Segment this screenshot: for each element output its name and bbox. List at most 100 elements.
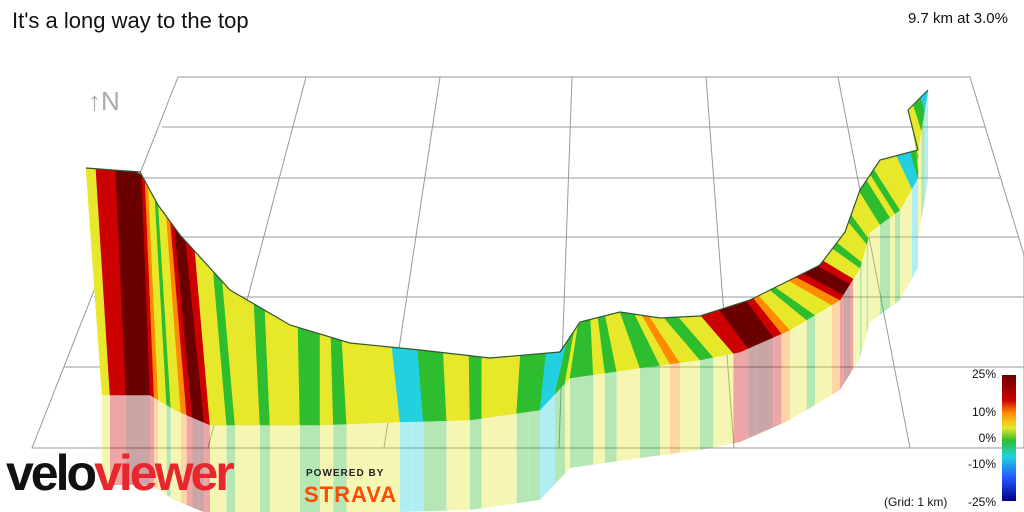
reflection-segment <box>919 130 922 230</box>
reflection-segment <box>733 352 740 444</box>
reflection-segment <box>868 232 870 328</box>
legend-tick-neg25: -25% <box>967 495 996 509</box>
reflection-segment <box>126 395 134 485</box>
reflection-segment <box>713 356 720 448</box>
logo-viewer: viewer <box>94 445 235 501</box>
reflection-segment <box>166 405 171 498</box>
reflection-segment <box>605 371 617 463</box>
reflection-segment <box>726 353 734 445</box>
reflection-segment <box>740 348 749 442</box>
reflection-segment <box>540 404 545 500</box>
reflection-segment <box>204 422 210 512</box>
reflection-segment <box>320 424 334 512</box>
profile-segment <box>455 353 471 421</box>
legend-tick-25: 25% <box>971 367 996 381</box>
reflection-segment <box>680 361 690 453</box>
profile-segment <box>481 356 495 419</box>
reflection-segment <box>765 337 774 431</box>
reflection-segment <box>781 330 790 424</box>
reflection-segment <box>924 100 927 200</box>
reflection-segment <box>243 425 252 512</box>
reflection-segment <box>210 425 219 512</box>
reflection-segment <box>218 425 227 512</box>
reflection-segment <box>912 183 915 279</box>
reflection-segment <box>748 344 757 439</box>
reflection-segment <box>226 425 235 512</box>
reflection-segment <box>700 358 707 450</box>
reflection-segment <box>545 399 550 495</box>
reflection-segment <box>170 407 175 500</box>
reflection-segment <box>134 395 142 485</box>
reflection-segment <box>560 383 565 479</box>
reflection-segment <box>154 397 159 490</box>
reflection-segment <box>861 256 864 352</box>
profile-segment <box>308 330 321 426</box>
logo-velo: velo <box>6 445 97 501</box>
reflection-segment <box>110 395 118 485</box>
reflection-segment <box>360 423 374 512</box>
reflection-segment <box>150 395 155 488</box>
reflection-segment <box>923 110 925 210</box>
reflection-segment <box>690 360 700 452</box>
strava-logo[interactable]: STRAVA <box>304 482 398 507</box>
reflection-segment <box>386 422 400 512</box>
reflection-segment <box>903 199 906 295</box>
reflection-segment <box>186 415 193 508</box>
reflection-segment <box>900 204 903 300</box>
reflection-segment <box>550 394 555 490</box>
reflection-segment <box>516 411 529 504</box>
reflection-segment <box>158 400 163 493</box>
reflection-segment <box>670 362 680 454</box>
segment-stats: 9.7 km at 3.0% <box>907 10 1008 27</box>
page-title: It's a long way to the top <box>12 8 249 33</box>
reflection-segment <box>909 188 912 284</box>
profile-segment <box>297 327 311 426</box>
reflection-segment <box>481 416 494 509</box>
reflection-segment <box>706 357 714 449</box>
reflection-segment <box>333 424 347 512</box>
reflection-segment <box>880 221 885 315</box>
reflection-segment <box>640 366 650 458</box>
reflection-segment <box>885 217 890 311</box>
reflection-segment <box>875 224 880 319</box>
reflection-segment <box>581 374 594 467</box>
reflection-segment <box>921 120 923 220</box>
reflection-segment <box>446 420 459 511</box>
reflection-segment <box>102 395 110 485</box>
profile-segment <box>468 355 483 421</box>
reflection-segment <box>890 213 895 308</box>
reflection-segment <box>650 365 660 457</box>
reflection-segment <box>505 413 517 505</box>
reflection-segment <box>860 262 862 358</box>
reflection-segment <box>235 425 244 512</box>
reflection-segment <box>756 341 765 435</box>
reflection-segment <box>856 268 860 364</box>
reflection-segment <box>846 284 850 380</box>
reflection-segment <box>423 421 435 512</box>
reflection-segment <box>192 417 199 510</box>
reflection-segment <box>198 420 205 512</box>
reflection-segment <box>458 420 470 511</box>
reflection-segment <box>870 228 875 322</box>
reflection-segment <box>142 395 150 485</box>
north-arrow-icon: ↑N <box>88 86 120 116</box>
reflection-segment <box>565 378 570 474</box>
reflection-segment <box>435 420 447 511</box>
reflection-segment <box>528 410 540 502</box>
reflection-segment <box>411 421 424 512</box>
reflection-segment <box>400 421 412 512</box>
reflection-segment <box>493 415 505 507</box>
grid-scale-note: (Grid: 1 km) <box>884 495 948 509</box>
reflection-segment <box>918 140 920 240</box>
reflection-segment <box>373 422 387 512</box>
veloviewer-logo[interactable]: veloviewer <box>6 445 235 501</box>
reflection-segment <box>260 425 270 512</box>
reflection-segment <box>815 310 824 405</box>
reflection-segment <box>280 425 290 512</box>
legend-tick-10: 10% <box>971 405 996 419</box>
reflection-segment <box>906 194 909 290</box>
reflection-segment <box>843 289 847 385</box>
reflection-segment <box>863 250 865 346</box>
reflection-segment <box>850 278 854 374</box>
